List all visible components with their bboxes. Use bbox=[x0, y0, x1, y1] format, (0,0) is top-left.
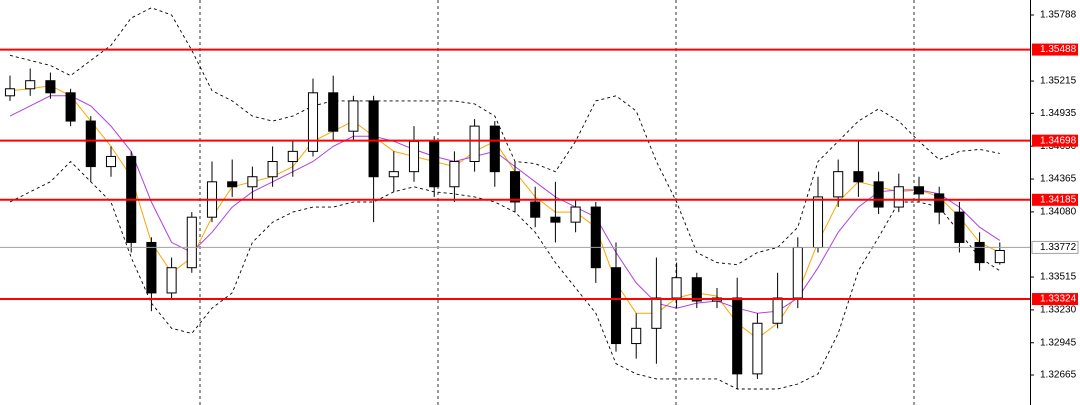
candle-body bbox=[45, 80, 56, 94]
candle-body bbox=[732, 297, 743, 375]
candle-body bbox=[408, 140, 420, 173]
candle-body bbox=[671, 277, 682, 299]
candle-body bbox=[489, 125, 500, 173]
candle-body bbox=[994, 250, 1005, 264]
candle-body bbox=[570, 206, 581, 223]
candle-body bbox=[348, 100, 359, 132]
candle-body bbox=[267, 161, 278, 178]
candle-body bbox=[610, 267, 622, 345]
candle-body bbox=[105, 155, 117, 168]
candle-body bbox=[853, 171, 864, 183]
candle-body bbox=[691, 277, 702, 302]
candle-body bbox=[287, 150, 298, 163]
candle-body bbox=[166, 267, 177, 294]
candle-body bbox=[307, 92, 319, 152]
current-price-box bbox=[1031, 240, 1079, 254]
candle-body bbox=[954, 211, 965, 243]
candle-body bbox=[651, 297, 662, 329]
candle-body bbox=[449, 161, 460, 188]
candle-body bbox=[772, 297, 783, 324]
level-label: 1.35488 bbox=[1040, 44, 1077, 55]
y-tick-label: 1.34080 bbox=[1040, 207, 1077, 218]
candle-body bbox=[833, 171, 844, 198]
candle-body bbox=[368, 100, 379, 178]
candle-body bbox=[530, 201, 541, 218]
candle-body bbox=[25, 80, 36, 90]
level-label-box bbox=[1032, 43, 1078, 56]
candle-body bbox=[65, 92, 76, 122]
candle-body bbox=[247, 176, 258, 188]
band-line bbox=[9, 7, 1000, 266]
candle-body bbox=[186, 216, 197, 269]
y-tick-label: 1.34365 bbox=[1040, 174, 1077, 185]
y-tick-label: 1.33230 bbox=[1040, 305, 1077, 316]
candle-body bbox=[227, 181, 238, 188]
candle-body bbox=[146, 241, 157, 294]
candle-body bbox=[509, 171, 521, 203]
candle-body bbox=[429, 140, 440, 188]
level-label: 1.34185 bbox=[1040, 194, 1077, 205]
candle-body bbox=[792, 247, 803, 299]
candle-body bbox=[974, 241, 985, 264]
candle-body bbox=[590, 206, 601, 269]
candle-body bbox=[873, 181, 884, 208]
level-label: 1.34698 bbox=[1040, 135, 1077, 146]
candle-body bbox=[893, 186, 904, 208]
candle-body bbox=[631, 327, 642, 345]
candle-body bbox=[934, 193, 945, 213]
level-label: 1.33324 bbox=[1040, 294, 1077, 305]
y-tick-label: 1.32945 bbox=[1040, 337, 1077, 348]
level-label-box bbox=[1032, 193, 1078, 206]
band-line bbox=[9, 160, 1001, 390]
level-label-box bbox=[1032, 134, 1078, 147]
candle-body bbox=[469, 125, 480, 163]
current-price-label: 1.33772 bbox=[1040, 242, 1077, 253]
y-tick-label: 1.35215 bbox=[1040, 76, 1077, 87]
y-tick-label: 1.33515 bbox=[1040, 272, 1077, 283]
y-tick-label: 1.32665 bbox=[1040, 370, 1077, 381]
candle-body bbox=[913, 186, 925, 195]
candle-body bbox=[812, 196, 824, 249]
moving-average-line bbox=[9, 95, 1001, 314]
level-label-box bbox=[1032, 293, 1078, 306]
y-tick-label: 1.35788 bbox=[1040, 10, 1077, 21]
candle-body bbox=[85, 120, 96, 168]
y-tick-label: 1.34935 bbox=[1040, 108, 1077, 119]
candle-body bbox=[4, 88, 16, 97]
candle-body bbox=[388, 171, 399, 178]
candle-body bbox=[328, 92, 339, 132]
candle-body bbox=[550, 216, 561, 223]
candle-body bbox=[752, 322, 763, 375]
